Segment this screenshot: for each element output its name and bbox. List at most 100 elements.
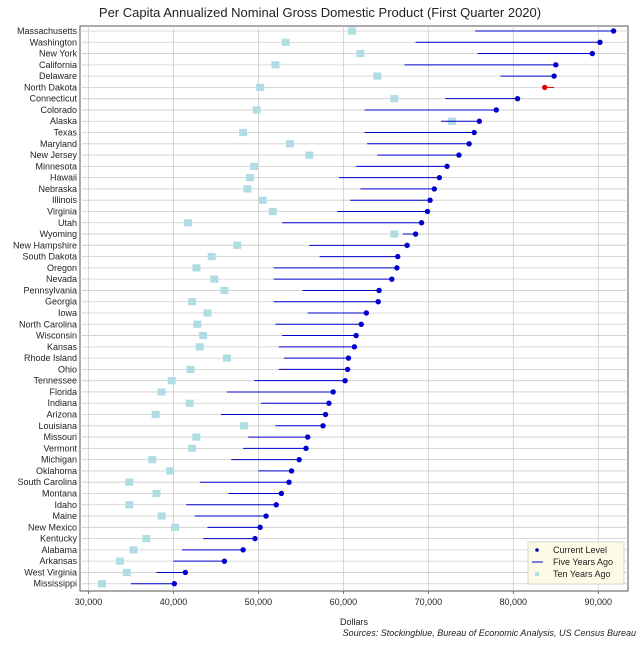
current-level-dot bbox=[182, 569, 189, 576]
legend-ten-marker bbox=[535, 572, 539, 576]
ten-years-marker bbox=[183, 219, 192, 227]
state-label: California bbox=[39, 60, 77, 70]
state-label: Nevada bbox=[46, 274, 77, 284]
state-label: Georgia bbox=[45, 297, 77, 307]
current-level-dot bbox=[471, 129, 477, 136]
ten-years-marker bbox=[281, 38, 290, 46]
current-level-dot bbox=[342, 377, 348, 384]
state-label: New Hampshire bbox=[13, 240, 77, 250]
five-years-layer bbox=[130, 30, 614, 585]
state-label: Rhode Island bbox=[24, 353, 77, 363]
current-level-dot bbox=[171, 581, 178, 587]
state-label: Indiana bbox=[47, 398, 77, 408]
x-tick-label: 90,000 bbox=[584, 597, 612, 607]
state-label: North Dakota bbox=[24, 82, 77, 92]
ten-years-marker bbox=[305, 151, 314, 159]
current-level-dot bbox=[418, 220, 425, 226]
legend-ten-label: Ten Years Ago bbox=[553, 569, 611, 579]
ten-years-marker bbox=[268, 207, 277, 216]
x-tick-label: 50,000 bbox=[245, 597, 273, 607]
current-level-dot bbox=[375, 299, 381, 305]
current-level-dot bbox=[273, 502, 279, 508]
state-label: New Mexico bbox=[28, 522, 77, 532]
ten-years-marker bbox=[157, 388, 166, 396]
ten-years-marker bbox=[285, 140, 294, 148]
ten-years-marker bbox=[167, 377, 176, 385]
current-level-dot bbox=[456, 152, 462, 158]
source-note: Sources: Stockingblue, Bureau of Economi… bbox=[343, 628, 636, 638]
state-label: Maine bbox=[52, 511, 77, 521]
ten-years-marker bbox=[210, 275, 219, 283]
current-level-dot bbox=[344, 366, 351, 373]
current-level-dot bbox=[431, 186, 437, 192]
ten-years-marker bbox=[125, 501, 134, 509]
ten-years-marker bbox=[252, 106, 261, 114]
state-label: Kentucky bbox=[40, 534, 78, 544]
x-tick-label: 80,000 bbox=[500, 597, 528, 607]
state-label: New Jersey bbox=[30, 150, 78, 160]
ten-years-marker bbox=[256, 83, 265, 91]
state-label: Utah bbox=[58, 218, 77, 228]
current-level-dot bbox=[493, 107, 500, 113]
current-level-dot bbox=[351, 344, 358, 350]
ten-years-marker bbox=[122, 568, 131, 577]
current-level-dot bbox=[597, 39, 603, 45]
legend-five-label: Five Years Ago bbox=[553, 557, 613, 567]
state-label: Mississippi bbox=[33, 579, 77, 589]
current-level-dot bbox=[252, 535, 258, 542]
state-label: Colorado bbox=[40, 105, 77, 115]
current-level-dot bbox=[542, 84, 548, 91]
x-tick-label: 40,000 bbox=[160, 597, 188, 607]
state-label: Kansas bbox=[47, 342, 78, 352]
ten-years-marker bbox=[356, 49, 365, 58]
current-level-dot bbox=[376, 287, 382, 294]
current-level-layer bbox=[171, 28, 617, 587]
current-level-dot bbox=[389, 276, 395, 282]
ten-years-marker bbox=[192, 433, 201, 441]
current-level-dot bbox=[240, 547, 246, 553]
state-label: Wyoming bbox=[40, 229, 77, 239]
current-level-dot bbox=[476, 118, 483, 124]
ten-years-marker bbox=[157, 512, 166, 520]
ten-years-marker bbox=[207, 253, 216, 261]
current-level-dot bbox=[345, 355, 352, 361]
current-level-dot bbox=[257, 524, 263, 531]
current-level-dot bbox=[278, 490, 285, 497]
state-label: Pennsylvania bbox=[23, 285, 77, 295]
state-label: Arizona bbox=[46, 410, 77, 420]
state-label: South Carolina bbox=[17, 477, 77, 487]
state-label: Alabama bbox=[41, 545, 77, 555]
state-label: New York bbox=[39, 49, 78, 59]
ten-years-marker bbox=[186, 365, 195, 373]
current-level-dot bbox=[444, 163, 450, 170]
ten-years-marker bbox=[188, 444, 197, 452]
state-label: Oklahoma bbox=[36, 466, 77, 476]
chart-title: Per Capita Annualized Nominal Gross Dome… bbox=[99, 5, 541, 20]
ten-years-marker bbox=[151, 410, 160, 419]
ten-years-marker bbox=[245, 174, 254, 182]
ten-years-marker bbox=[115, 557, 124, 565]
state-label: Massachusetts bbox=[17, 26, 78, 36]
ten-years-marker bbox=[142, 535, 151, 543]
state-label: Louisiana bbox=[38, 421, 77, 431]
state-label: Nebraska bbox=[38, 184, 77, 194]
current-level-dot bbox=[322, 411, 329, 418]
current-level-dot bbox=[589, 50, 596, 57]
current-level-dot bbox=[394, 265, 400, 271]
current-level-dot bbox=[320, 423, 326, 429]
current-level-dot bbox=[412, 231, 419, 237]
ten-years-marker bbox=[239, 422, 248, 430]
current-level-dot bbox=[514, 95, 521, 102]
current-level-dot bbox=[358, 321, 364, 327]
ten-years-marker bbox=[271, 61, 280, 69]
current-level-dot bbox=[326, 400, 332, 406]
state-label: Alaska bbox=[50, 116, 77, 126]
current-level-dot bbox=[553, 62, 559, 68]
current-level-dot bbox=[330, 389, 336, 395]
current-level-dot bbox=[363, 310, 370, 316]
state-label: Michigan bbox=[41, 455, 77, 465]
ten-years-marker bbox=[125, 478, 134, 486]
